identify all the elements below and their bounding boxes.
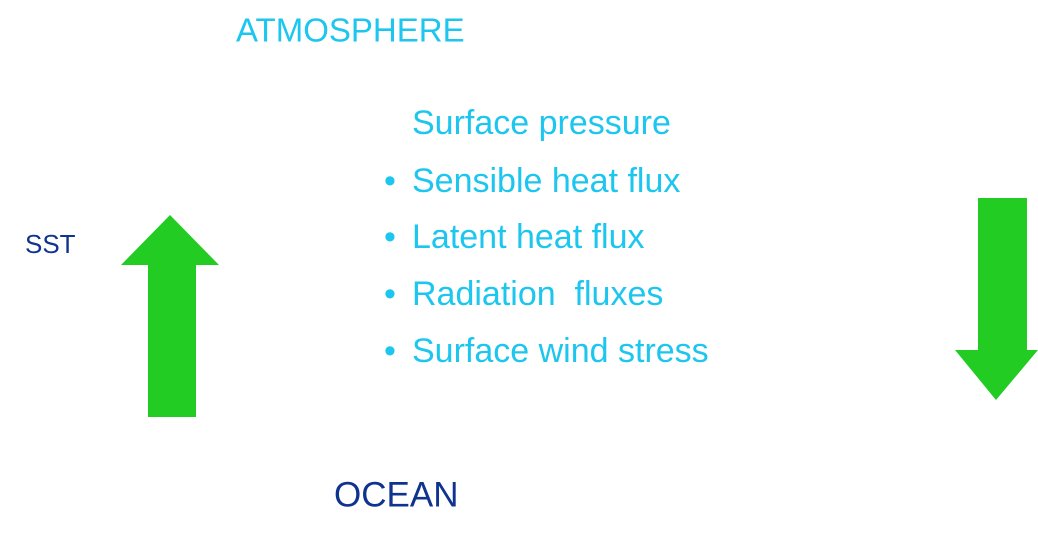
bullet: • [384, 332, 396, 370]
bullet: • [384, 218, 396, 256]
flux-item: Latent heat flux [412, 218, 645, 256]
up-arrow [121, 215, 219, 417]
flux-item: Surface pressure [412, 104, 671, 142]
ocean-label: OCEAN [334, 475, 458, 514]
flux-item: Surface wind stress [412, 332, 709, 370]
atmosphere-label: ATMOSPHERE [236, 12, 465, 49]
down-arrow [955, 198, 1038, 400]
flux-item: Sensible heat flux [412, 162, 680, 200]
flux-item: Radiation fluxes [412, 275, 663, 313]
bullet: • [384, 162, 396, 200]
bullet: • [384, 275, 396, 313]
sst-label: SST [25, 229, 76, 259]
